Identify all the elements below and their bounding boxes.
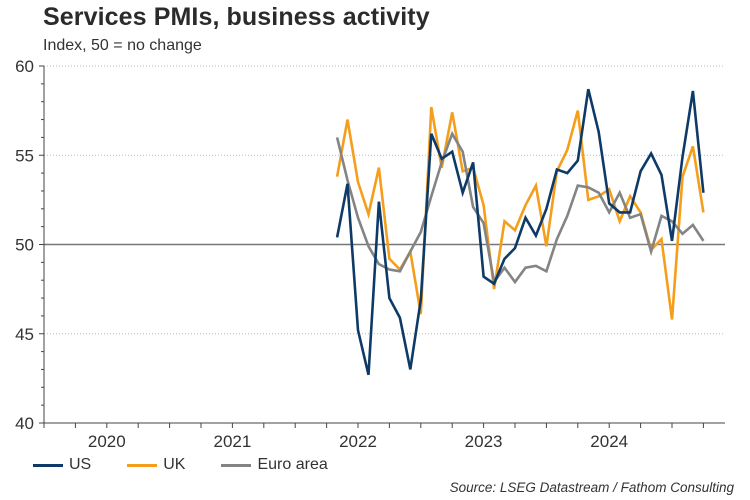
legend-item-euro-area: Euro area <box>221 456 328 474</box>
y-tick-label: 45 <box>15 325 34 344</box>
x-axis-ticks: 2020 2021 2022 2023 2024 <box>43 423 704 451</box>
series-line-us <box>335 88 705 376</box>
y-tick-label: 40 <box>15 414 34 433</box>
x-tick-label: 2024 <box>590 432 628 451</box>
y-tick-label: 60 <box>15 57 34 76</box>
series-line-uk <box>335 106 705 320</box>
x-tick-label: 2022 <box>339 432 377 451</box>
legend-label-euro-area: Euro area <box>257 456 328 473</box>
x-tick-label: 2023 <box>465 432 503 451</box>
legend-item-uk: UK <box>127 456 185 474</box>
y-tick-label: 55 <box>15 146 34 165</box>
chart-subtitle: Index, 50 = no change <box>43 37 202 54</box>
legend-swatch-euro-area <box>221 463 252 467</box>
y-tick-label: 50 <box>15 236 34 255</box>
legend: US UK Euro area <box>33 456 364 474</box>
x-tick-label: 2021 <box>213 432 251 451</box>
y-axis-ticks: 40 45 50 55 60 <box>15 57 44 433</box>
chart-title: Services PMIs, business activity <box>43 3 430 31</box>
legend-label-us: US <box>69 456 92 473</box>
legend-swatch-us <box>33 463 63 467</box>
series-line-euro-area <box>335 130 705 286</box>
series-lines <box>335 88 705 376</box>
legend-swatch-uk <box>127 463 158 467</box>
source-note: Source: LSEG Datastream / Fathom Consult… <box>449 480 734 495</box>
legend-item-us: US <box>33 456 91 474</box>
x-tick-label: 2020 <box>88 432 126 451</box>
legend-label-uk: UK <box>163 456 186 473</box>
